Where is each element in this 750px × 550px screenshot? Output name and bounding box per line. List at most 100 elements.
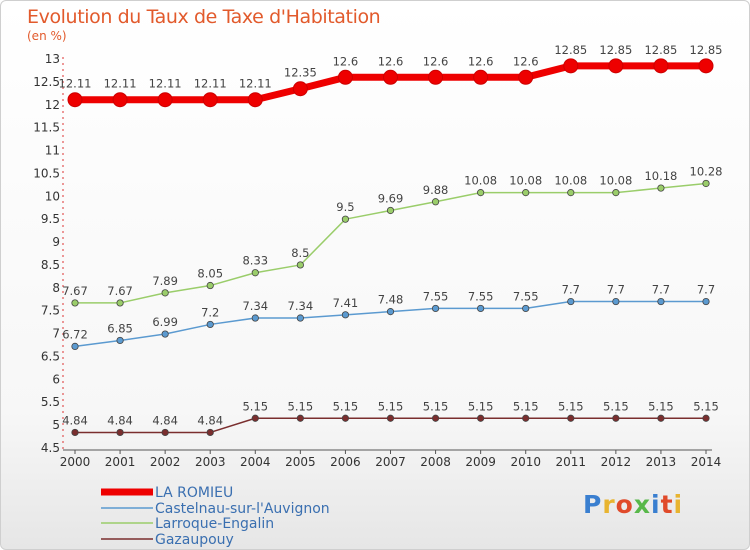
- data-label: 12.6: [423, 54, 449, 68]
- data-label: 4.84: [152, 413, 178, 427]
- x-tick-label: 2004: [240, 455, 271, 469]
- data-label: 7.41: [333, 296, 359, 310]
- logo-letter: i: [651, 490, 661, 519]
- x-tick-label: 2010: [510, 455, 541, 469]
- series-0: 12.11 12.11 12.11 12.11 12.11 12.35 12.6 12.6 12…: [59, 43, 723, 108]
- y-tick-label: 6: [52, 372, 60, 386]
- data-label: 5.15: [242, 399, 268, 413]
- data-point: [251, 414, 259, 422]
- data-label: 12.6: [513, 54, 539, 68]
- data-point: [296, 314, 304, 322]
- data-point: [341, 311, 350, 319]
- data-label: 7.89: [152, 274, 178, 288]
- data-point: [71, 299, 79, 307]
- proxiti-logo: Proxiti: [583, 490, 683, 519]
- data-point: [251, 314, 259, 322]
- data-label: 12.11: [104, 77, 137, 91]
- data-label: 5.15: [423, 399, 449, 413]
- data-point: [608, 58, 624, 74]
- y-tick-label: 10: [45, 189, 60, 203]
- y-tick-label: 7: [52, 327, 60, 341]
- series-3: 4.84 4.84 4.84 4.84 5.15 5.15 5.15 5.15 5.15 5.15…: [62, 399, 719, 437]
- data-label: 7.55: [468, 289, 494, 303]
- y-tick-label: 9: [52, 235, 60, 249]
- data-label: 8.33: [242, 254, 268, 268]
- data-label: 9.69: [378, 191, 404, 205]
- data-label: 6.72: [62, 327, 88, 341]
- data-label: 12.6: [468, 54, 494, 68]
- data-point: [563, 58, 579, 74]
- data-label: 5.15: [558, 399, 584, 413]
- data-point: [71, 428, 79, 437]
- data-label: 12.35: [284, 66, 317, 80]
- data-point: [657, 414, 665, 422]
- data-point: [292, 81, 308, 97]
- data-point: [341, 414, 350, 422]
- data-label: 10.28: [690, 164, 723, 178]
- series-1: 6.72 6.85 6.99 7.2 7.34 7.34 7.41 7.48 7.55 7.55 7…: [62, 283, 715, 351]
- data-label: 12.11: [59, 77, 92, 91]
- data-label: 12.11: [194, 77, 227, 91]
- data-point: [567, 414, 575, 422]
- y-tick-label: 11.5: [33, 121, 60, 135]
- data-point: [473, 69, 489, 85]
- data-point: [431, 414, 440, 422]
- data-point: [567, 189, 575, 197]
- logo-letter: P: [583, 490, 603, 519]
- data-point: [702, 414, 710, 422]
- data-label: 5.15: [468, 399, 494, 413]
- data-point: [428, 69, 444, 85]
- data-label: 10.18: [644, 169, 677, 183]
- data-label: 9.5: [336, 200, 354, 214]
- data-point: [431, 198, 440, 206]
- y-tick-label: 12.5: [33, 75, 60, 89]
- data-point: [202, 92, 218, 108]
- data-point: [337, 69, 353, 85]
- data-point: [116, 336, 124, 345]
- data-point: [296, 261, 304, 269]
- data-label: 5.15: [603, 399, 629, 413]
- data-point: [206, 428, 214, 437]
- data-label: 7.34: [242, 299, 268, 313]
- data-label: 12.85: [599, 43, 632, 57]
- data-point: [206, 281, 214, 290]
- y-tick-label: 5.5: [41, 395, 60, 409]
- x-tick-label: 2012: [601, 455, 632, 469]
- x-tick-label: 2014: [691, 455, 722, 469]
- legend-label: LA ROMIEU: [155, 485, 233, 501]
- data-label: 6.99: [152, 315, 178, 329]
- x-tick-label: 2009: [465, 455, 496, 469]
- data-label: 5.15: [378, 399, 404, 413]
- logo-letter: r: [602, 490, 616, 519]
- data-point: [657, 184, 665, 192]
- legend-label: Castelnau-sur-l'Auvignon: [155, 501, 330, 517]
- data-label: 12.11: [239, 77, 272, 91]
- legend-label: Larroque-Engalin: [155, 516, 274, 532]
- data-label: 7.67: [107, 284, 133, 298]
- chart-ylabel: (en %): [27, 29, 67, 43]
- data-label: 7.7: [562, 283, 580, 297]
- data-point: [206, 320, 214, 329]
- logo-letter: i: [673, 490, 684, 519]
- data-label: 4.84: [197, 413, 223, 427]
- data-label: 7.55: [423, 289, 449, 303]
- y-tick-label: 7.5: [41, 304, 60, 318]
- logo-letter: x: [633, 490, 651, 519]
- data-point: [702, 297, 710, 306]
- data-point: [386, 414, 395, 422]
- data-point: [112, 92, 128, 108]
- data-label: 6.85: [107, 321, 133, 335]
- data-label: 12.85: [690, 43, 723, 57]
- data-label: 10.08: [599, 174, 632, 188]
- data-label: 10.08: [464, 174, 497, 188]
- data-point: [247, 92, 263, 108]
- data-point: [431, 304, 440, 313]
- data-point: [341, 215, 350, 223]
- data-point: [522, 414, 530, 422]
- data-point: [657, 297, 665, 306]
- y-tick-label: 9.5: [41, 212, 60, 226]
- data-label: 5.15: [288, 399, 314, 413]
- y-tick-label: 4.5: [41, 441, 60, 455]
